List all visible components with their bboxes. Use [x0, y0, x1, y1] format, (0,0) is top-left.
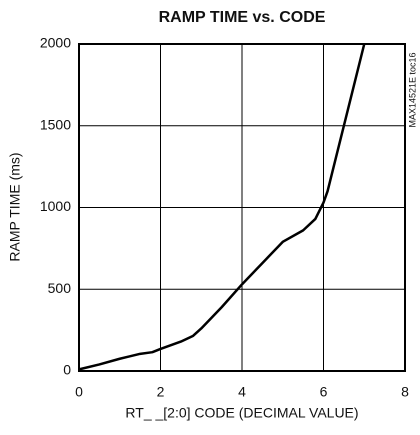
y-tick-label: 0 — [63, 362, 71, 378]
x-tick-label: 8 — [401, 384, 409, 400]
data-line — [78, 43, 366, 371]
y-axis-label: RAMP TIME (ms) — [7, 152, 23, 261]
x-axis-label: RT_ _[2:0] CODE (DECIMAL VALUE) — [125, 405, 358, 421]
y-tick-label: 500 — [48, 280, 72, 296]
y-tick-label: 1500 — [40, 116, 71, 132]
plot-frame — [78, 43, 406, 372]
x-tick-label: 4 — [238, 384, 246, 400]
x-tick-label: 0 — [75, 384, 83, 400]
x-tick-label: 2 — [157, 384, 165, 400]
chart-title: RAMP TIME vs. CODE — [159, 9, 326, 26]
y-tick-label: 1000 — [40, 198, 71, 214]
x-tick-label: 6 — [320, 384, 328, 400]
annotation: MAX14521E toc16 — [407, 52, 417, 127]
y-tick-label: 2000 — [40, 35, 71, 51]
